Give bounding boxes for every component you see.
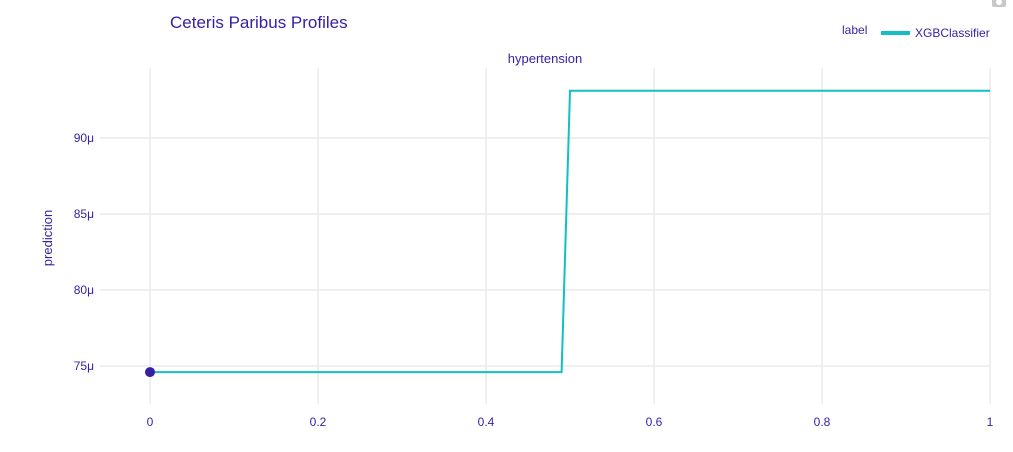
x-tick-label: 0.6 — [646, 415, 663, 429]
y-tick-label: 75μ — [74, 359, 94, 373]
x-tick-label: 1 — [987, 415, 994, 429]
x-tick-label: 0.2 — [310, 415, 327, 429]
series-lines — [150, 89, 990, 374]
y-tick-label: 80μ — [74, 283, 94, 297]
observation-point[interactable] — [145, 367, 155, 378]
x-tick-label: 0.4 — [478, 415, 495, 429]
legend-title: label — [842, 23, 867, 37]
camera-icon[interactable] — [991, 0, 1007, 8]
x-axis-ticks: 0 0.2 0.4 0.6 0.8 1 — [147, 415, 994, 429]
series-line-xgbclassifier[interactable] — [150, 89, 990, 374]
y-gridlines — [100, 137, 990, 367]
y-axis-ticks: 75μ 80μ 85μ 90μ — [74, 131, 94, 373]
x-tick-label: 0 — [147, 415, 154, 429]
y-tick-label: 85μ — [74, 207, 94, 221]
x-gridlines — [149, 68, 991, 404]
y-tick-label: 90μ — [74, 131, 94, 145]
panel-subtitle: hypertension — [508, 51, 582, 66]
chart-title: Ceteris Paribus Profiles — [170, 13, 348, 32]
observation-points — [145, 367, 155, 378]
legend: label XGBClassifier — [842, 23, 990, 40]
x-tick-label: 0.8 — [814, 415, 831, 429]
legend-entry-xgbclassifier[interactable]: XGBClassifier — [915, 26, 990, 40]
y-axis-label: prediction — [40, 210, 55, 266]
